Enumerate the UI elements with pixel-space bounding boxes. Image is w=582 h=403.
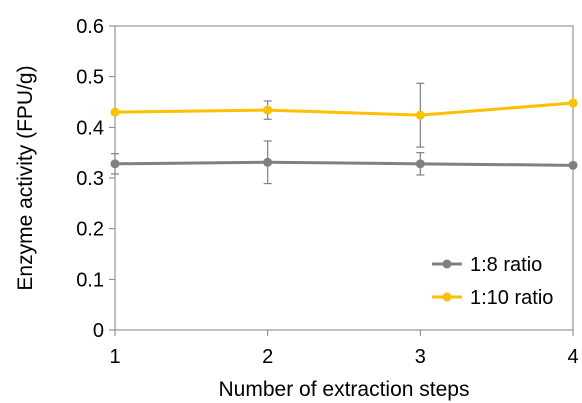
data-point-1 (110, 159, 120, 169)
plot-frame (114, 25, 574, 331)
data-point-1 (568, 160, 578, 170)
y-tick-label: 0.1 (76, 269, 104, 291)
data-point-1 (263, 157, 273, 167)
series-line-2 (114, 101, 574, 117)
y-tick-label: 0.5 (76, 67, 104, 89)
legend-marker-1 (442, 259, 452, 269)
x-tick-label: 3 (415, 346, 426, 368)
y-axis-title: Enzyme activity (FPU/g) (14, 65, 37, 290)
data-point-1 (415, 159, 425, 169)
y-tick-label: 0.3 (76, 168, 104, 190)
legend-label-1: 1:8 ratio (470, 254, 542, 276)
x-tick-label: 1 (109, 346, 120, 368)
series-lines (114, 101, 574, 167)
x-tick-label: 2 (262, 346, 273, 368)
legend-marker-2 (442, 292, 452, 302)
x-tick-label: 4 (567, 346, 578, 368)
x-axis-title: Number of extraction steps (219, 378, 470, 401)
data-point-2 (568, 98, 578, 108)
series-line-1 (114, 160, 574, 167)
data-point-2 (263, 105, 273, 115)
data-points (110, 98, 578, 170)
y-tick-label: 0.6 (76, 16, 104, 38)
data-point-2 (415, 110, 425, 120)
data-point-2 (110, 107, 120, 117)
tick-labels: 0 0.1 0.2 0.3 0.4 0.5 0.6 1 2 3 4 (76, 16, 578, 368)
error-bars (111, 82, 425, 185)
y-tick-label: 0.2 (76, 219, 104, 241)
axes (109, 25, 574, 336)
y-tick-label: 0 (93, 320, 104, 342)
legend-label-2: 1:10 ratio (470, 287, 553, 309)
y-tick-label: 0.4 (76, 117, 104, 139)
legend: 1:8 ratio 1:10 ratio (432, 254, 553, 309)
